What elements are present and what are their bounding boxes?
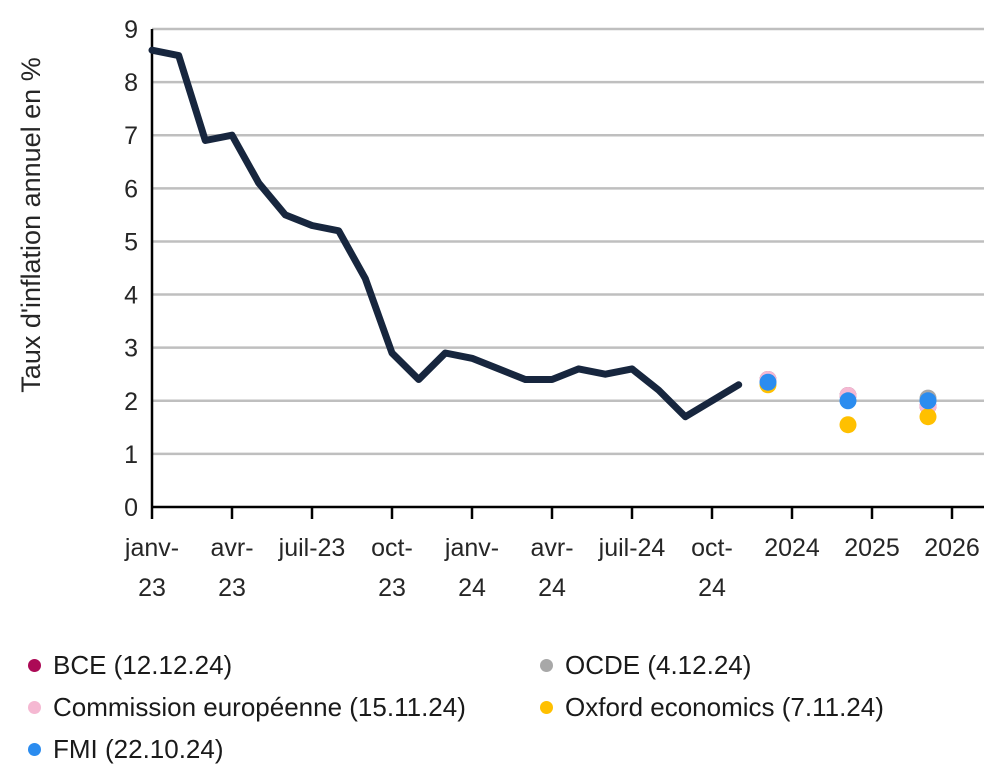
forecast-dot-4-2026: [919, 392, 937, 410]
forecast-dot-3-2025: [839, 416, 857, 434]
x-tick-label: 24: [698, 574, 726, 602]
legend-label: OCDE (4.12.24): [565, 649, 752, 680]
x-tick-label: 2024: [764, 534, 820, 562]
legend-item-0: BCE (12.12.24): [28, 650, 540, 681]
x-tick-label: 24: [458, 574, 486, 602]
y-axis-title: Taux d'inflation annuel en %: [16, 57, 46, 392]
x-tick-label: oct-: [691, 534, 733, 562]
y-tick-label-6: 6: [124, 175, 138, 203]
y-tick-label-4: 4: [124, 282, 138, 310]
legend-dot-icon: [540, 658, 553, 672]
y-tick-label-5: 5: [124, 228, 138, 256]
legend-label: FMI (22.10.24): [53, 733, 224, 764]
legend-dot-icon: [540, 700, 553, 714]
x-tick-label: janv-: [444, 534, 499, 562]
y-tick-label-8: 8: [124, 69, 138, 97]
legend-item-2: Commission européenne (15.11.24): [28, 692, 540, 723]
x-tick-label: avr-: [210, 534, 253, 562]
forecast-dot-3-2026: [919, 408, 937, 426]
inflation-history-line: [148, 46, 743, 421]
x-tick-label: 24: [538, 574, 566, 602]
y-tick-label-1: 1: [124, 441, 138, 469]
forecast-dot-4-2025: [839, 392, 857, 410]
legend-item-4: FMI (22.10.24): [28, 734, 540, 765]
x-tick-label: avr-: [530, 534, 573, 562]
forecast-dot-4-2024: [759, 373, 777, 391]
gridlines: [152, 27, 984, 456]
y-tick-label-7: 7: [124, 122, 138, 150]
y-tick-label-2: 2: [124, 388, 138, 416]
legend-dot-icon: [28, 742, 41, 756]
y-tick-label-3: 3: [124, 335, 138, 363]
chart-legend: BCE (12.12.24) OCDE (4.12.24) Commission e…: [28, 644, 980, 769]
x-tick-label: 23: [138, 574, 166, 602]
x-tick-label: oct-: [371, 534, 413, 562]
legend-item-3: Oxford economics (7.11.24): [540, 692, 980, 723]
inflation-line-series: [148, 46, 743, 421]
axes: [150, 29, 984, 519]
x-tick-label: 23: [378, 574, 406, 602]
x-tick-label: juil-23: [278, 534, 346, 562]
legend-label: Oxford economics (7.11.24): [565, 691, 884, 722]
legend-dot-icon: [28, 658, 41, 672]
x-tick-label: janv-: [124, 534, 179, 562]
x-tick-label: 23: [218, 574, 246, 602]
forecast-dots: [759, 371, 937, 434]
legend-label: Commission européenne (15.11.24): [53, 691, 466, 722]
legend-dot-icon: [28, 700, 41, 714]
legend-label: BCE (12.12.24): [53, 649, 233, 680]
x-tick-label: 2026: [924, 534, 980, 562]
y-tick-label-9: 9: [124, 16, 138, 44]
x-tick-label: juil-24: [598, 534, 666, 562]
legend-item-1: OCDE (4.12.24): [540, 650, 980, 681]
y-tick-label-0: 0: [124, 494, 138, 522]
x-tick-label: 2025: [844, 534, 900, 562]
